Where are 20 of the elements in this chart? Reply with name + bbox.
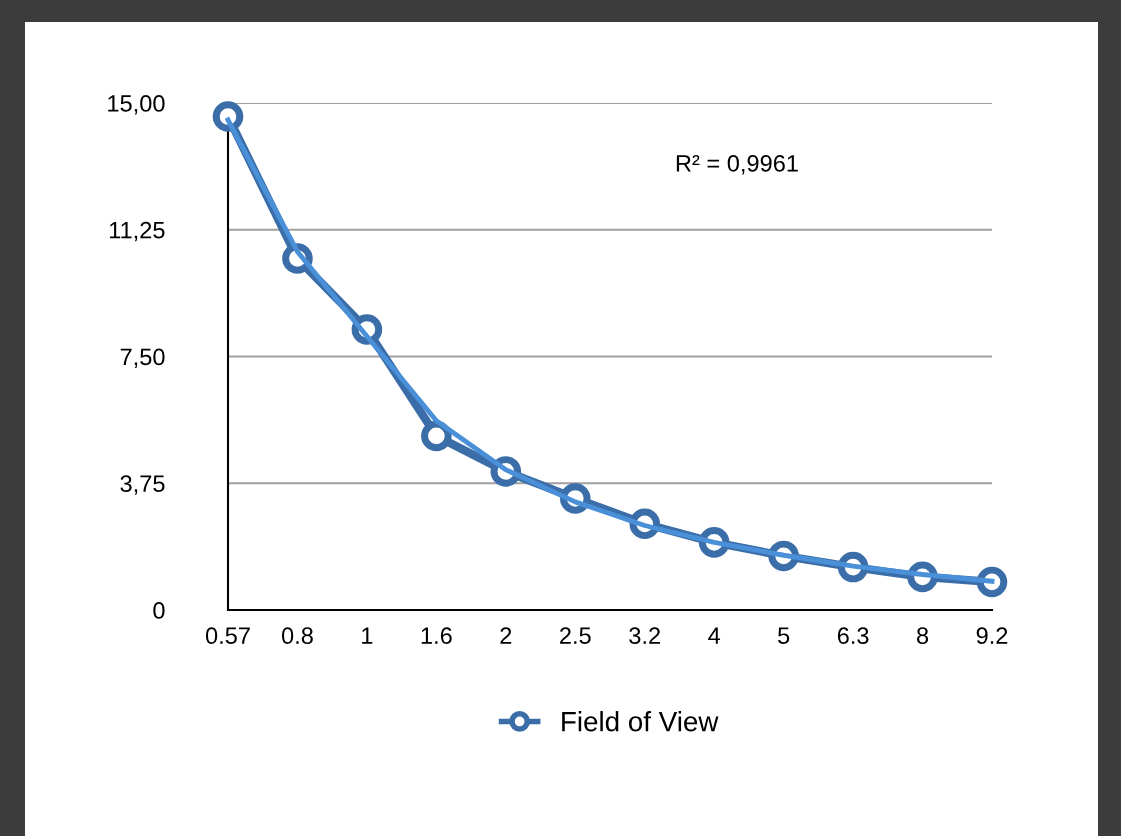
- x-tick-label: 1.6: [421, 627, 452, 645]
- x-tick-label: 6.3: [837, 627, 869, 645]
- y-tick-label: 7,50: [120, 348, 165, 369]
- legend-label: Field of View: [562, 711, 719, 732]
- x-tick-label: 8: [917, 627, 929, 645]
- point: [421, 420, 452, 452]
- y-tick-label: 3,75: [120, 475, 165, 495]
- y-tick-label: 0: [153, 602, 165, 619]
- x-tick-label: 0.57: [205, 627, 250, 645]
- x-tick-label: 5: [778, 627, 790, 645]
- x-tick-label: 0.8: [281, 627, 313, 645]
- x-tick-label: 1: [362, 627, 373, 644]
- annotation: R² = 0,9961: [676, 154, 798, 175]
- x-tick-label: 3.2: [629, 627, 660, 645]
- x-tick-label: 9.2: [976, 627, 1008, 645]
- x-tick-label: 2.5: [560, 627, 591, 645]
- y-tick-label: 11,25: [109, 221, 165, 242]
- x-tick-label: 4: [708, 627, 721, 644]
- x-tick-label: 2: [500, 627, 512, 644]
- y-tick-label: 15,00: [108, 95, 165, 115]
